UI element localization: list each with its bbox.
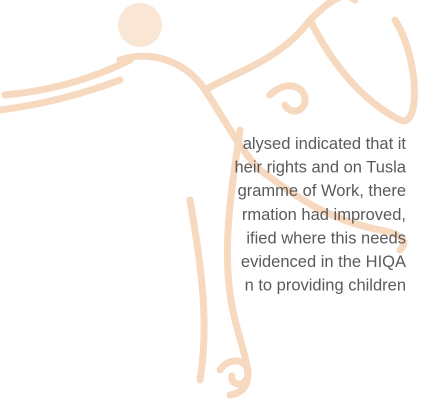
text-line: evidenced in the HIQA (241, 253, 406, 271)
text-line: ified where this needs (246, 229, 406, 247)
text-line: alysed indicated that it (243, 135, 407, 153)
text-line: rmation had improved, (242, 206, 406, 224)
paragraph: alysed indicated that it heir rights and … (234, 135, 406, 295)
text-line: n to providing children (245, 277, 406, 295)
page: alysed indicated that it heir rights and … (0, 0, 431, 403)
text-line: heir rights and on Tusla (234, 159, 406, 177)
text-line: gramme of Work, there (238, 182, 406, 200)
